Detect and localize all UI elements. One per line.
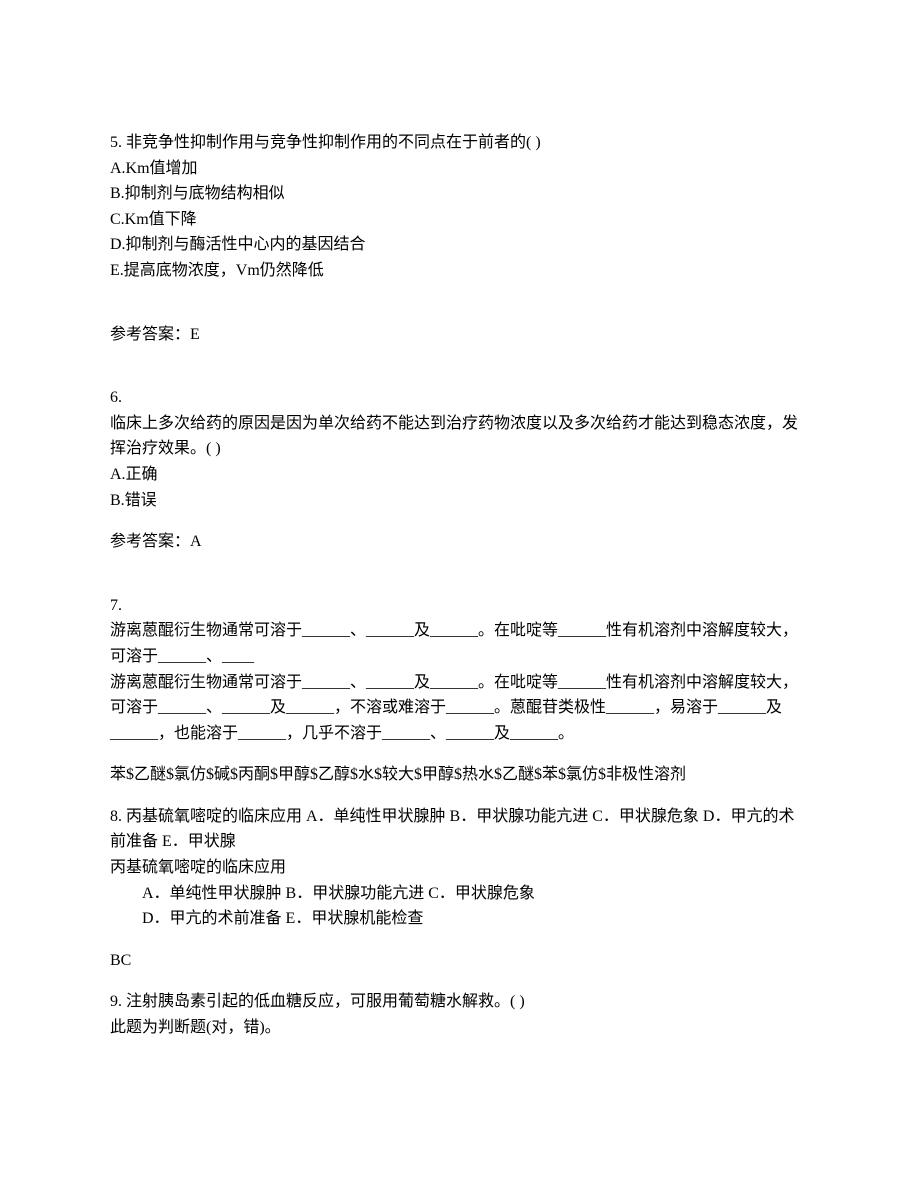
q5-prompt: 5. 非竞争性抑制作用与竞争性抑制作用的不同点在于前者的( ) (110, 130, 810, 156)
q5-answer: 参考答案：E (110, 322, 810, 348)
q7-answer-block: 苯$乙醚$氯仿$碱$丙酮$甲醇$乙醇$水$较大$甲醇$热水$乙醚$苯$氯仿$非极… (110, 762, 810, 788)
q7-number: 7. (110, 593, 810, 619)
q8-answer-block: BC (110, 948, 810, 974)
question-6: 6. 临床上多次给药的原因是因为单次给药不能达到治疗药物浓度以及多次给药才能达到… (110, 385, 810, 513)
q5-option-d: D.抑制剂与酶活性中心内的基因结合 (110, 232, 810, 258)
q6-prompt: 临床上多次给药的原因是因为单次给药不能达到治疗药物浓度以及多次给药才能达到稳态浓… (110, 411, 810, 462)
q9-prompt: 9. 注射胰岛素引起的低血糖反应，可服用葡萄糖水解救。( ) (110, 989, 810, 1015)
q5-option-e: E.提高底物浓度，Vm仍然降低 (110, 258, 810, 284)
question-5: 5. 非竞争性抑制作用与竞争性抑制作用的不同点在于前者的( ) A.Km值增加 … (110, 130, 810, 284)
question-9: 9. 注射胰岛素引起的低血糖反应，可服用葡萄糖水解救。( ) 此题为判断题(对，… (110, 989, 810, 1040)
q6-number: 6. (110, 385, 810, 411)
q6-answer-block: 参考答案：A (110, 529, 810, 555)
question-7: 7. 游离蒽醌衍生物通常可溶于______、______及______。在吡啶等… (110, 593, 810, 747)
q6-answer: 参考答案：A (110, 529, 810, 555)
q9-note: 此题为判断题(对，错)。 (110, 1015, 810, 1041)
q5-answer-block: 参考答案：E (110, 322, 810, 348)
q5-option-c: C.Km值下降 (110, 207, 810, 233)
q8-prompt1: 8. 丙基硫氧嘧啶的临床应用 A．单纯性甲状腺肿 B．甲状腺功能亢进 C．甲状腺… (110, 804, 810, 855)
q6-option-a: A.正确 (110, 462, 810, 488)
q6-option-b: B.错误 (110, 488, 810, 514)
q7-line1: 游离蒽醌衍生物通常可溶于______、______及______。在吡啶等___… (110, 618, 810, 669)
q7-answer: 苯$乙醚$氯仿$碱$丙酮$甲醇$乙醇$水$较大$甲醇$热水$乙醚$苯$氯仿$非极… (110, 762, 810, 788)
q8-prompt2: 丙基硫氧嘧啶的临床应用 (110, 855, 810, 881)
q7-line2: 游离蒽醌衍生物通常可溶于______、______及______。在吡啶等___… (110, 670, 810, 747)
q8-options-line1: A．单纯性甲状腺肿 B．甲状腺功能亢进 C．甲状腺危象 (110, 881, 810, 907)
q8-options-line2: D．甲亢的术前准备 E．甲状腺机能检查 (110, 906, 810, 932)
question-8: 8. 丙基硫氧嘧啶的临床应用 A．单纯性甲状腺肿 B．甲状腺功能亢进 C．甲状腺… (110, 804, 810, 932)
q8-answer: BC (110, 948, 810, 974)
q5-option-a: A.Km值增加 (110, 156, 810, 182)
q5-option-b: B.抑制剂与底物结构相似 (110, 181, 810, 207)
